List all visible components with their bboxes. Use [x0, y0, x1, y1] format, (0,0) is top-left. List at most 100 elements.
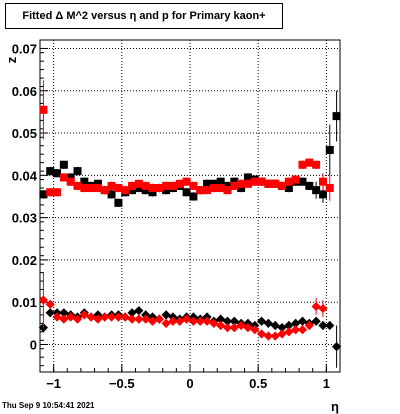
data-point — [318, 303, 328, 314]
data-point — [161, 310, 171, 320]
data-point — [45, 308, 55, 318]
data-point — [121, 186, 130, 195]
data-point — [256, 329, 267, 339]
data-point — [93, 314, 103, 324]
data-point — [311, 301, 321, 312]
data-point — [189, 192, 198, 201]
data-point — [73, 167, 82, 176]
data-point — [86, 312, 96, 322]
data-point — [216, 177, 225, 186]
y-tick-label: 0.04 — [12, 168, 38, 183]
data-point — [106, 312, 117, 322]
data-point — [46, 188, 55, 197]
data-point — [120, 312, 130, 322]
data-point — [148, 184, 157, 193]
data-point — [127, 308, 137, 318]
data-point — [107, 181, 116, 190]
y-axis-label: z — [4, 56, 19, 63]
data-point — [66, 177, 75, 186]
x-tick-label: −0.5 — [109, 376, 135, 391]
data-series — [38, 80, 342, 368]
data-point — [311, 316, 321, 326]
data-point — [229, 322, 239, 333]
data-point — [264, 179, 273, 188]
data-point — [216, 320, 226, 331]
data-point — [257, 177, 266, 186]
data-point — [325, 184, 334, 193]
data-point — [243, 179, 252, 188]
data-point — [141, 181, 150, 190]
data-point — [278, 181, 287, 190]
data-point — [230, 181, 239, 190]
data-point — [134, 314, 144, 324]
x-tick-label: −1 — [46, 376, 61, 391]
x-tick-label: 0 — [186, 376, 193, 391]
data-point — [250, 177, 259, 186]
x-tick-label: 0.5 — [249, 376, 267, 391]
y-tick-label: 0.07 — [12, 41, 37, 56]
axis-ticks: −1 −0.5 0 0.5 1 0 0.01 0.02 0.03 0.04 0.05 0.06 0.07 — [12, 41, 341, 391]
data-point — [223, 186, 232, 195]
data-point — [114, 198, 123, 207]
data-point — [284, 184, 293, 193]
data-point — [312, 186, 321, 195]
data-point — [331, 342, 342, 352]
data-point — [304, 320, 314, 331]
data-point — [134, 306, 144, 316]
data-point — [188, 316, 199, 326]
data-point — [46, 167, 55, 176]
timestamp: Thu Sep 9 10:54:41 2021 — [2, 401, 95, 410]
series-1 — [39, 80, 334, 201]
data-point — [318, 190, 327, 199]
data-point — [189, 181, 198, 190]
data-point — [53, 169, 62, 178]
data-point — [250, 325, 260, 335]
data-point — [181, 314, 192, 324]
data-point — [107, 190, 116, 199]
data-point — [196, 186, 205, 195]
data-point — [175, 316, 185, 326]
data-point — [222, 322, 233, 333]
data-point — [216, 314, 226, 324]
data-point — [216, 184, 225, 193]
data-point — [332, 112, 341, 121]
data-point — [38, 295, 49, 305]
data-point — [80, 184, 89, 193]
data-point — [53, 188, 62, 197]
data-point — [45, 299, 55, 309]
data-point — [318, 177, 327, 186]
data-point — [236, 320, 246, 331]
data-point — [66, 312, 76, 322]
data-point — [114, 184, 123, 193]
data-point — [291, 325, 301, 335]
data-point — [318, 320, 328, 331]
data-point — [271, 179, 280, 188]
data-point — [203, 186, 212, 195]
data-point — [59, 160, 68, 169]
data-point — [305, 181, 314, 190]
data-point — [134, 179, 143, 188]
y-tick-label: 0.03 — [12, 211, 37, 226]
data-point — [87, 184, 96, 193]
data-point — [284, 327, 294, 337]
x-axis-label: η — [331, 399, 339, 414]
data-point — [270, 320, 280, 331]
data-point — [243, 173, 252, 182]
data-point — [229, 316, 239, 326]
data-point — [80, 177, 89, 186]
x-tick-label: 1 — [323, 376, 330, 391]
data-point — [59, 173, 68, 182]
data-point — [162, 181, 171, 190]
y-tick-label: 0.05 — [12, 126, 37, 141]
data-point — [100, 312, 110, 322]
data-point — [297, 325, 308, 335]
data-point — [202, 316, 212, 326]
data-point — [39, 105, 48, 114]
data-point — [161, 318, 171, 328]
data-point — [93, 184, 102, 193]
y-tick-label: 0.06 — [12, 84, 37, 99]
data-point — [59, 314, 69, 324]
data-point — [59, 308, 69, 318]
data-point — [141, 314, 151, 324]
